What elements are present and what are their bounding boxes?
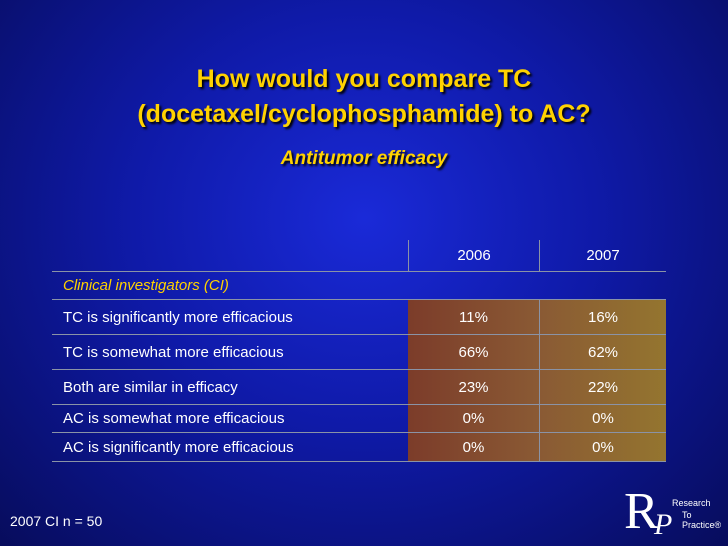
cell-2006: 0% bbox=[408, 405, 539, 432]
results-table: 2006 2007 Clinical investigators (CI) TC… bbox=[52, 240, 666, 462]
column-header-2006: 2006 bbox=[408, 240, 539, 271]
cell-2006: 0% bbox=[408, 433, 539, 461]
section-label: Clinical investigators (CI) bbox=[63, 277, 229, 294]
cell-2007: 22% bbox=[539, 370, 666, 404]
cell-2006: 11% bbox=[408, 300, 539, 334]
table-row: TC is somewhat more efficacious 66% 62% bbox=[52, 335, 666, 370]
research-to-practice-logo: R P Research To Practice® bbox=[620, 486, 728, 546]
row-label: Both are similar in efficacy bbox=[63, 378, 238, 396]
cell-2007: 16% bbox=[539, 300, 666, 334]
cell-2007: 0% bbox=[539, 433, 666, 461]
row-label: TC is somewhat more efficacious bbox=[63, 343, 284, 361]
cell-2006: 23% bbox=[408, 370, 539, 404]
table-row: AC is somewhat more efficacious 0% 0% bbox=[52, 405, 666, 433]
section-row: Clinical investigators (CI) bbox=[52, 272, 666, 300]
header-empty-cell bbox=[52, 240, 408, 271]
logo-text-research: Research bbox=[672, 498, 711, 508]
cell-2007: 62% bbox=[539, 335, 666, 369]
slide-title: How would you compare TC (docetaxel/cycl… bbox=[0, 62, 728, 132]
table-row: AC is significantly more efficacious 0% … bbox=[52, 433, 666, 462]
row-label: AC is significantly more efficacious bbox=[63, 438, 294, 456]
sample-size-footnote: 2007 CI n = 50 bbox=[10, 513, 103, 529]
logo-letter-r: R bbox=[624, 483, 659, 540]
table-header-row: 2006 2007 bbox=[52, 240, 666, 272]
slide-subtitle: Antitumor efficacy bbox=[280, 148, 448, 169]
column-header-2007: 2007 bbox=[539, 240, 666, 271]
cell-2007: 0% bbox=[539, 405, 666, 432]
title-line-2: (docetaxel/cyclophosphamide) to AC? bbox=[137, 100, 591, 128]
row-label: AC is somewhat more efficacious bbox=[63, 410, 285, 427]
row-label: TC is significantly more efficacious bbox=[63, 308, 293, 326]
title-line-1: How would you compare TC bbox=[196, 65, 532, 93]
table-row: TC is significantly more efficacious 11%… bbox=[52, 300, 666, 335]
table-row: Both are similar in efficacy 23% 22% bbox=[52, 370, 666, 405]
logo-text-to-practice: To Practice® bbox=[682, 510, 722, 530]
cell-2006: 66% bbox=[408, 335, 539, 369]
logo-letter-p: P bbox=[654, 508, 673, 541]
